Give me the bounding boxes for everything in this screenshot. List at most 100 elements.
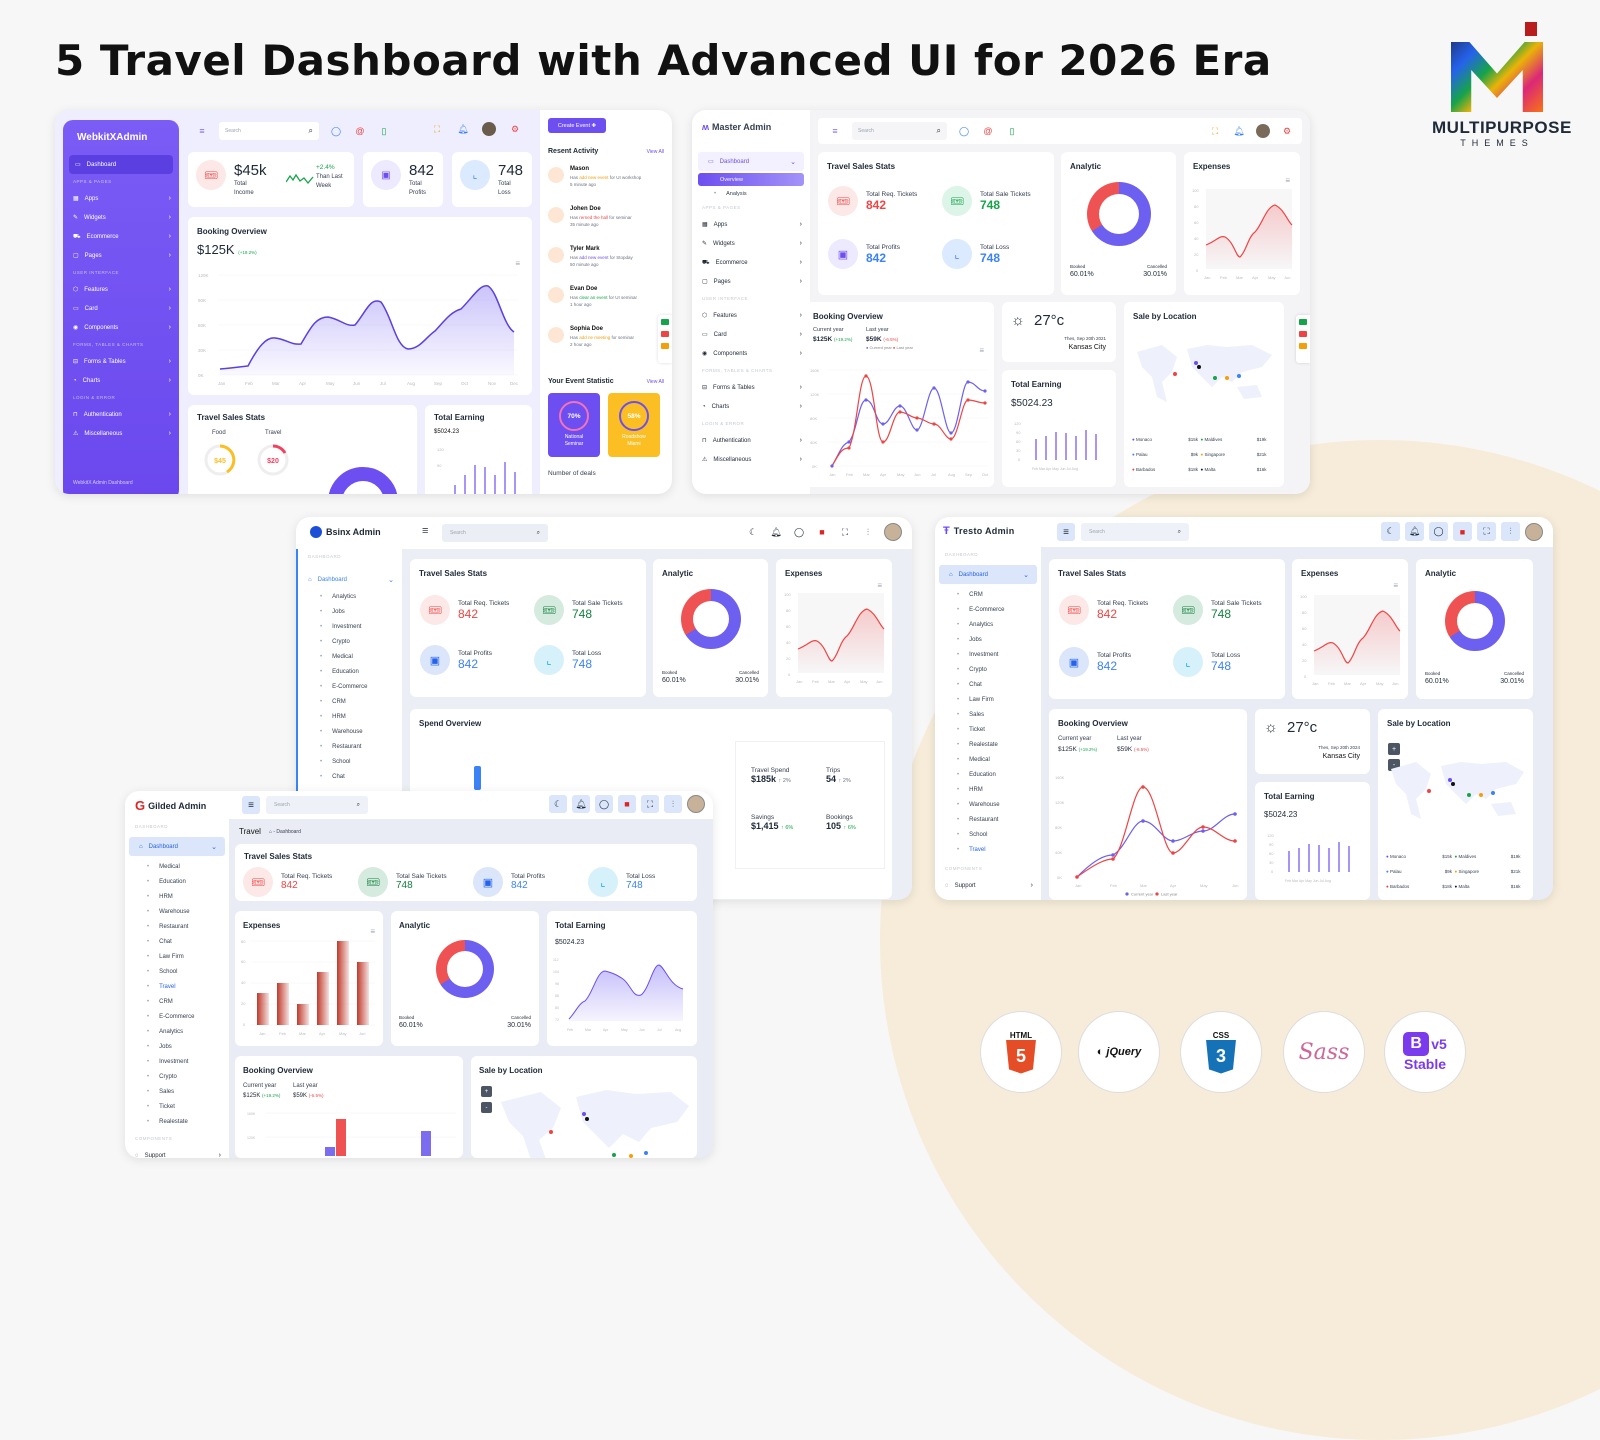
sidebar-sub-item[interactable]: Realestate	[935, 737, 1041, 752]
sidebar-item-dashboard[interactable]: ⌂ Dashboard ⌄	[939, 565, 1037, 584]
flag-icon[interactable]: ■	[819, 527, 825, 537]
sidebar-sub-item[interactable]: HRM	[935, 782, 1041, 797]
event-national-seminar[interactable]: 70% National Seminar	[548, 393, 600, 457]
sidebar-sub-item[interactable]: HRM	[125, 889, 229, 904]
sidebar-item-dashboard[interactable]: ▭ Dashboard ⌄	[698, 152, 804, 171]
sidebar-item-pages[interactable]: ▢ Pages ›	[73, 252, 171, 259]
sidebar-sub-item[interactable]: Chat	[298, 769, 402, 784]
sidebar-sub-item[interactable]: Investment	[125, 1054, 229, 1069]
money-action-icon[interactable]	[661, 319, 669, 325]
sidebar-item-pages[interactable]: ▢ Pages ›	[702, 278, 802, 285]
sidebar-sub-analysis[interactable]: Analysis	[692, 188, 810, 200]
fullscreen-icon[interactable]: ⛶	[641, 795, 659, 813]
sidebar-sub-item[interactable]: School	[125, 964, 229, 979]
sidebar-sub-item[interactable]: Education	[298, 664, 402, 679]
sliders-icon[interactable]: ⫶	[866, 526, 870, 537]
sidebar-sub-item[interactable]: Law Firm	[935, 692, 1041, 707]
at-icon[interactable]: @	[983, 126, 993, 136]
bell-icon[interactable]: 🔔︎	[770, 526, 782, 537]
sidebar-sub-item[interactable]: Jobs	[125, 1039, 229, 1054]
sidebar-sub-item[interactable]: Restaurant	[125, 919, 229, 934]
menu-toggle-icon[interactable]: ≡	[199, 126, 205, 136]
activity-item[interactable]: Mason Has add new event for UI workshop 5 …	[548, 165, 666, 205]
menu-toggle-icon[interactable]: ≡	[1057, 523, 1075, 541]
sidebar-sub-item[interactable]: Analytics	[125, 1024, 229, 1039]
chart-menu-icon[interactable]: ≡	[1393, 581, 1398, 590]
sidebar-sub-item[interactable]: Medical	[125, 859, 229, 874]
sidebar-item-forms[interactable]: ⊟ Forms & Tables ›	[73, 358, 171, 365]
bell-icon[interactable]: 🔔︎	[572, 795, 590, 813]
at-icon[interactable]: @	[355, 126, 365, 136]
sidebar-item-dashboard[interactable]: ⌂ Dashboard ⌄	[308, 576, 394, 584]
clipboard-icon[interactable]: ▯	[381, 125, 387, 136]
menu-toggle-icon[interactable]: ≡	[832, 126, 838, 136]
sidebar-sub-item[interactable]: Warehouse	[935, 797, 1041, 812]
fullscreen-icon[interactable]: ⛶	[841, 526, 849, 537]
sidebar-sub-item[interactable]: CRM	[125, 994, 229, 1009]
sidebar-sub-item[interactable]: School	[298, 754, 402, 769]
search-input[interactable]: Search ⌕	[442, 524, 548, 542]
sidebar-sub-item[interactable]: Law Firm	[125, 949, 229, 964]
sidebar-item-miscellaneous[interactable]: ⚠ Miscellaneous ›	[73, 430, 171, 437]
avatar[interactable]	[482, 122, 496, 136]
sidebar-item-features[interactable]: ⬡ Features ›	[702, 312, 802, 319]
settings-icon[interactable]: ⚙	[510, 123, 520, 134]
zoom-in-button[interactable]: +	[1388, 743, 1400, 755]
flag-icon[interactable]: ■	[1453, 522, 1472, 541]
moon-icon[interactable]: ☾	[549, 795, 567, 813]
zoom-out-button[interactable]: -	[481, 1102, 492, 1113]
sidebar-sub-item[interactable]: Crypto	[298, 634, 402, 649]
bell-icon[interactable]: 🔔︎	[1233, 125, 1245, 136]
sidebar-sub-item[interactable]: Ticket	[935, 722, 1041, 737]
sidebar-sub-item[interactable]: Education	[125, 874, 229, 889]
fullscreen-icon[interactable]: ⛶	[1477, 522, 1496, 541]
sidebar-item-card[interactable]: ▭ Card ›	[702, 331, 802, 338]
moon-icon[interactable]: ☾	[1381, 522, 1400, 541]
money-action-icon[interactable]	[1299, 319, 1307, 325]
sidebar-sub-item[interactable]: Analytics	[935, 617, 1041, 632]
sliders-icon[interactable]: ⫶	[1501, 522, 1520, 541]
sidebar-sub-item[interactable]: Restaurant	[935, 812, 1041, 827]
sidebar-item-ecommerce[interactable]: ⛟ Ecommerce ›	[702, 259, 802, 266]
chart-menu-icon[interactable]: ≡	[979, 346, 984, 355]
sidebar-item-features[interactable]: ⬡ Features ›	[73, 286, 171, 293]
sidebar-item-forms[interactable]: ⊟ Forms & Tables ›	[702, 384, 802, 391]
settings-icon[interactable]: ⚙	[1282, 125, 1292, 136]
sidebar-sub-item[interactable]: Ticket	[125, 1099, 229, 1114]
sidebar-sub-item[interactable]: School	[935, 827, 1041, 842]
avatar[interactable]	[884, 523, 902, 541]
sidebar-sub-item[interactable]: E-Commerce	[298, 679, 402, 694]
activity-item[interactable]: Tyler Mark Has add new event for Stopday 5…	[548, 245, 666, 285]
cart-action-icon[interactable]	[661, 331, 669, 337]
moon-icon[interactable]: ☾	[748, 526, 758, 537]
sidebar-item-charts[interactable]: ◔ Charts ›	[73, 377, 171, 384]
avatar[interactable]	[687, 795, 705, 813]
sidebar-sub-item[interactable]: Warehouse	[125, 904, 229, 919]
sidebar-item-components[interactable]: ◉ Components ›	[73, 324, 171, 331]
sidebar-sub-item[interactable]: Jobs	[298, 604, 402, 619]
sidebar-item-authentication[interactable]: ⊓ Authentication ›	[73, 411, 171, 418]
sidebar-item-widgets[interactable]: ✎ Widgets ›	[73, 214, 171, 221]
sidebar-sub-item[interactable]: CRM	[298, 694, 402, 709]
search-input[interactable]: Search ⌕	[852, 122, 947, 140]
chat-icon[interactable]: ◯	[958, 125, 970, 136]
activity-item[interactable]: Evan Doe Has clear an event for UI semina…	[548, 285, 666, 325]
sidebar-sub-item[interactable]: Investment	[935, 647, 1041, 662]
sidebar-item-support[interactable]: ◌ Support ›	[945, 882, 1033, 889]
sidebar-item-dashboard[interactable]: ⌂ Dashboard ⌄	[129, 837, 225, 856]
sidebar-item-ecommerce[interactable]: ⛟ Ecommerce ›	[73, 233, 171, 240]
sidebar-sub-item[interactable]: Crypto	[935, 662, 1041, 677]
sidebar-sub-item[interactable]: Travel	[935, 842, 1041, 857]
chat-icon[interactable]: ◯	[595, 795, 613, 813]
fullscreen-icon[interactable]: ⛶	[1211, 125, 1219, 136]
activity-item[interactable]: Sophia Doe Has add ne meeting for seminar…	[548, 325, 666, 365]
sidebar-item-widgets[interactable]: ✎ Widgets ›	[702, 240, 802, 247]
flag-icon[interactable]: ■	[618, 795, 636, 813]
activity-item[interactable]: Johen Doe Has rerned the hall for seminar…	[548, 205, 666, 245]
event-view-all-link[interactable]: View All	[646, 379, 664, 385]
sidebar-item-dashboard[interactable]: ▭ Dashboard	[69, 155, 173, 174]
fullscreen-icon[interactable]: ⛶	[433, 123, 441, 134]
sidebar-sub-item[interactable]: Investment	[298, 619, 402, 634]
view-all-link[interactable]: View All	[646, 149, 664, 155]
sidebar-sub-item[interactable]: Education	[935, 767, 1041, 782]
